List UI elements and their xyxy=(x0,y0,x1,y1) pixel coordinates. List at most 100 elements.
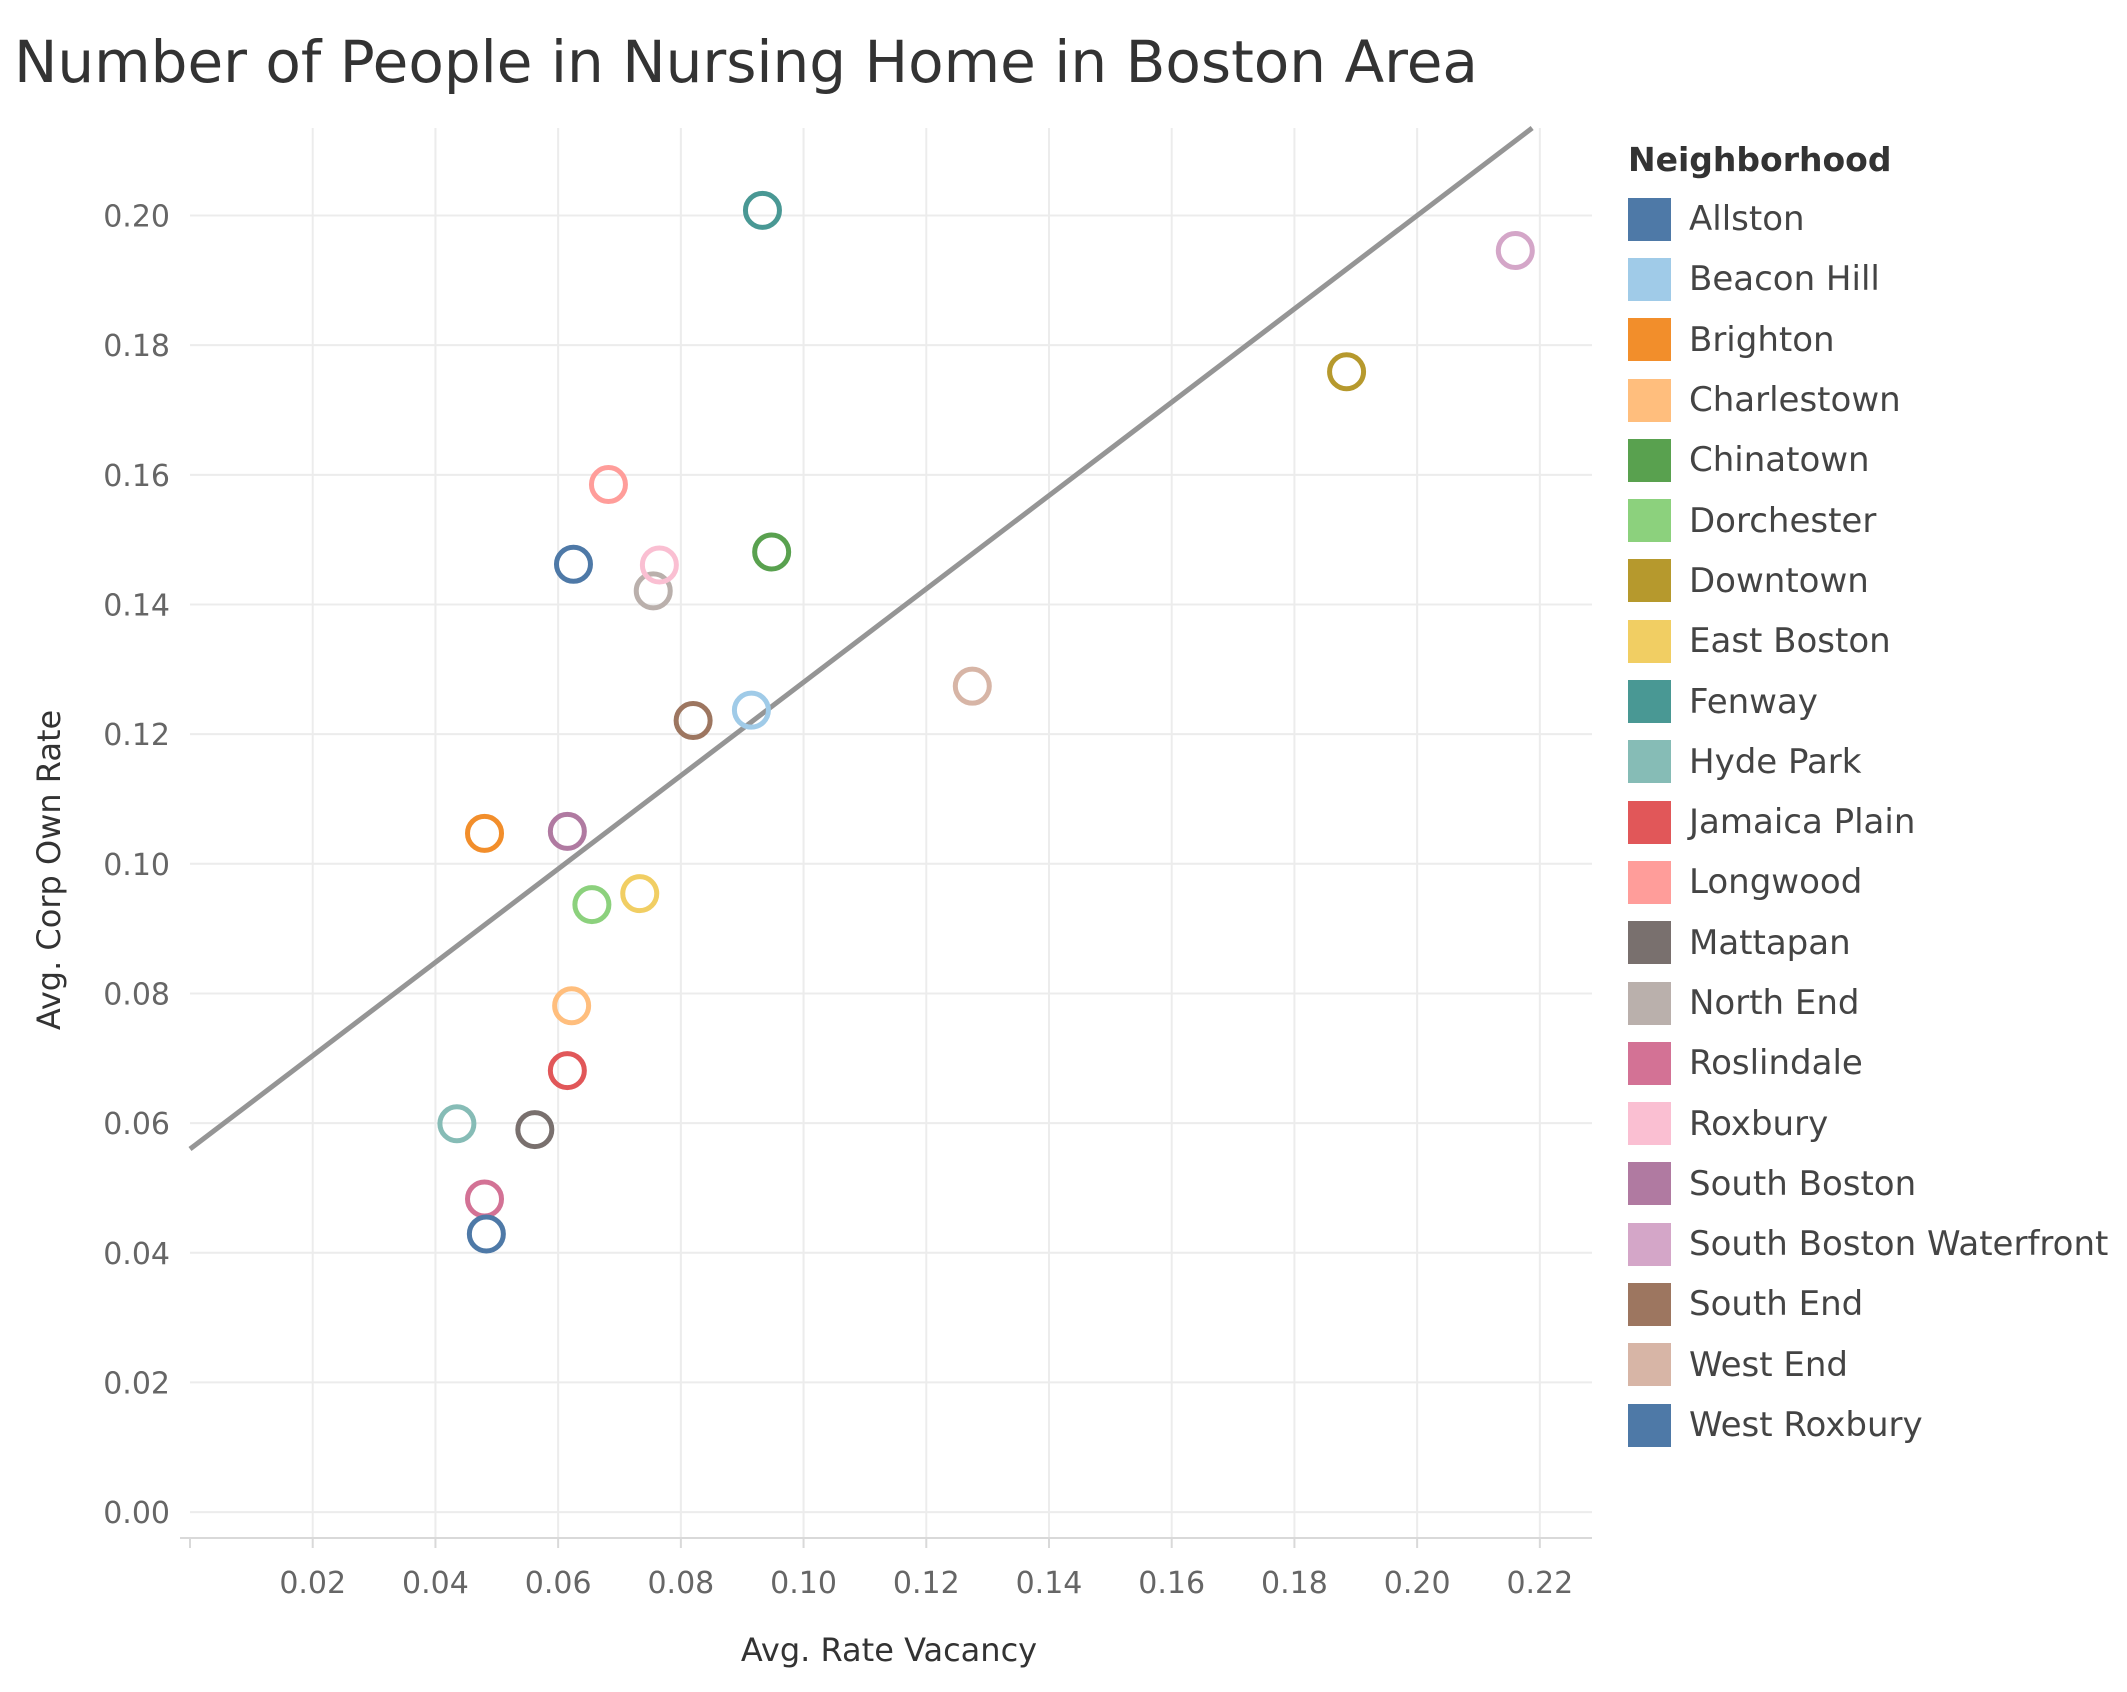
legend-item-west-roxbury[interactable]: West Roxbury xyxy=(1628,1395,2108,1455)
legend-label: South End xyxy=(1689,1284,1864,1325)
point-south-end xyxy=(673,701,713,741)
legend-swatch xyxy=(1628,860,1671,904)
legend-swatch xyxy=(1628,559,1671,603)
point-south-boston xyxy=(547,811,587,851)
grid-lines xyxy=(190,128,1592,1538)
legend-label: Roxbury xyxy=(1689,1103,1829,1144)
point-mattapan xyxy=(515,1110,555,1150)
x-tick-label: 0.06 xyxy=(525,1566,592,1601)
legend-item-south-boston[interactable]: South Boston xyxy=(1628,1154,2108,1214)
legend-item-south-end[interactable]: South End xyxy=(1628,1274,2108,1334)
legend-label: Roslindale xyxy=(1689,1043,1863,1084)
legend-items: Allston Beacon Hill Brighton Charlestown Chi… xyxy=(1628,189,2108,1455)
legend-swatch xyxy=(1628,1102,1671,1146)
legend-label: Charlestown xyxy=(1689,380,1901,421)
legend-item-dorchester[interactable]: Dorchester xyxy=(1628,490,2108,550)
legend-item-brighton[interactable]: Brighton xyxy=(1628,310,2108,370)
point-chinatown xyxy=(752,532,792,572)
point-longwood xyxy=(588,465,628,505)
legend-swatch xyxy=(1628,1282,1671,1326)
point-roslindale xyxy=(465,1179,505,1219)
point-west-roxbury xyxy=(466,1214,506,1254)
x-tick-label: 0.18 xyxy=(1261,1566,1328,1601)
legend-item-north-end[interactable]: North End xyxy=(1628,973,2108,1033)
x-tick-label: 0.04 xyxy=(402,1566,469,1601)
legend-swatch xyxy=(1628,921,1671,965)
legend-item-downtown[interactable]: Downtown xyxy=(1628,551,2108,611)
legend-swatch xyxy=(1628,1343,1671,1387)
x-tick-label: 0.12 xyxy=(893,1566,960,1601)
legend-label: Hyde Park xyxy=(1689,741,1862,782)
legend-item-longwood[interactable]: Longwood xyxy=(1628,852,2108,912)
legend-label: South Boston xyxy=(1689,1163,1917,1204)
legend-item-roxbury[interactable]: Roxbury xyxy=(1628,1093,2108,1153)
y-tick-label: 0.18 xyxy=(103,329,170,364)
trend-line xyxy=(188,126,1534,1152)
point-downtown xyxy=(1327,352,1367,392)
legend-swatch xyxy=(1628,1222,1671,1266)
point-charlestown xyxy=(552,986,592,1026)
legend-swatch xyxy=(1628,1162,1671,1206)
legend-item-fenway[interactable]: Fenway xyxy=(1628,671,2108,731)
y-tick-label: 0.08 xyxy=(103,977,170,1012)
legend-swatch xyxy=(1628,499,1671,543)
legend-item-west-end[interactable]: West End xyxy=(1628,1335,2108,1395)
legend-item-roslindale[interactable]: Roslindale xyxy=(1628,1033,2108,1093)
point-fenway xyxy=(742,190,782,230)
legend-label: Jamaica Plain xyxy=(1689,802,1916,843)
x-tick-label: 0.08 xyxy=(647,1566,714,1601)
point-hyde-park xyxy=(437,1104,477,1144)
legend-label: West Roxbury xyxy=(1689,1405,1923,1446)
legend-label: Chinatown xyxy=(1689,440,1870,481)
y-tick-label: 0.12 xyxy=(103,718,170,753)
legend-item-hyde-park[interactable]: Hyde Park xyxy=(1628,732,2108,792)
x-axis-label: Avg. Rate Vacancy xyxy=(741,1631,1037,1669)
legend-label: Dorchester xyxy=(1689,500,1877,541)
legend-swatch xyxy=(1628,981,1671,1025)
legend-item-chinatown[interactable]: Chinatown xyxy=(1628,430,2108,490)
chart-title: Number of People in Nursing Home in Bost… xyxy=(14,28,1478,96)
point-dorchester xyxy=(572,885,612,925)
y-tick-label: 0.02 xyxy=(103,1366,170,1401)
y-tick-label: 0.00 xyxy=(103,1496,170,1531)
legend-swatch xyxy=(1628,1041,1671,1085)
legend-swatch xyxy=(1628,318,1671,362)
legend-label: East Boston xyxy=(1689,621,1891,662)
legend-item-allston[interactable]: Allston xyxy=(1628,189,2108,249)
y-tick-label: 0.04 xyxy=(103,1237,170,1272)
trend-line-group xyxy=(188,126,1534,1152)
x-tick-label: 0.16 xyxy=(1138,1566,1205,1601)
y-axis-label: Avg. Corp Own Rate xyxy=(30,710,68,1030)
point-south-boston-waterfront xyxy=(1495,231,1535,271)
legend-item-charlestown[interactable]: Charlestown xyxy=(1628,370,2108,430)
legend-label: Beacon Hill xyxy=(1689,259,1880,300)
axes: 0.02 0.04 0.06 0.08 0.10 0.12 0.14 0.16 0.18 0.20… xyxy=(103,200,1592,1601)
legend-label: Fenway xyxy=(1689,681,1818,722)
legend-item-beacon-hill[interactable]: Beacon Hill xyxy=(1628,249,2108,309)
point-beacon-hill xyxy=(731,690,771,730)
point-east-boston xyxy=(620,874,660,914)
legend-swatch xyxy=(1628,1403,1671,1447)
y-tick-label: 0.20 xyxy=(103,200,170,235)
legend-item-east-boston[interactable]: East Boston xyxy=(1628,611,2108,671)
x-tick-label: 0.10 xyxy=(770,1566,837,1601)
y-tick-label: 0.06 xyxy=(103,1107,170,1142)
legend-label: Brighton xyxy=(1689,319,1835,360)
legend: Neighborhood Allston Beacon Hill Brighton C… xyxy=(1628,140,2108,1455)
legend-swatch xyxy=(1628,680,1671,724)
legend-item-south-boston-waterfront[interactable]: South Boston Waterfront xyxy=(1628,1214,2108,1274)
legend-item-jamaica-plain[interactable]: Jamaica Plain xyxy=(1628,792,2108,852)
legend-label: West End xyxy=(1689,1344,1849,1385)
point-north-end xyxy=(633,571,673,611)
x-tick-label: 0.02 xyxy=(279,1566,346,1601)
legend-label: North End xyxy=(1689,983,1860,1023)
point-west-end xyxy=(952,666,992,706)
legend-item-mattapan[interactable]: Mattapan xyxy=(1628,913,2108,973)
y-tick-label: 0.10 xyxy=(103,848,170,883)
legend-swatch xyxy=(1628,197,1671,241)
legend-label: Downtown xyxy=(1689,560,1869,601)
legend-label: South Boston Waterfront xyxy=(1689,1224,2109,1265)
data-points xyxy=(437,190,1535,1254)
legend-label: Longwood xyxy=(1689,862,1863,903)
